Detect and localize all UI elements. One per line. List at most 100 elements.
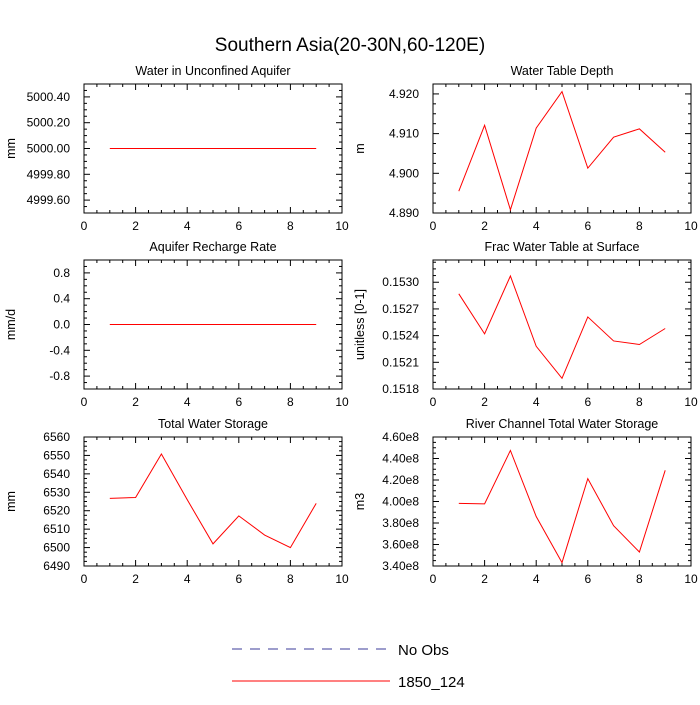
y-tick-label: 4.920 <box>389 87 419 101</box>
y-tick-label: 6560 <box>43 430 70 444</box>
x-tick-label: 4 <box>533 219 540 233</box>
y-tick-label: 6530 <box>43 485 70 499</box>
x-tick-label: 10 <box>335 219 349 233</box>
y-tick-label: 4.00e8 <box>382 495 419 509</box>
y-axis-label: m <box>353 143 367 153</box>
y-axis-label: unitless [0-1] <box>353 289 367 360</box>
x-tick-label: 0 <box>430 572 437 586</box>
y-tick-label: 4.900 <box>389 166 419 180</box>
series-line-1850-124 <box>458 90 666 212</box>
y-tick-label: 4999.60 <box>27 193 71 207</box>
y-axis-label: mm/d <box>4 309 18 340</box>
x-tick-label: 6 <box>235 219 242 233</box>
legend: No Obs 1850_124 <box>232 642 465 691</box>
panel-aquifer-recharge-rate: Aquifer Recharge Rate mm/d 0 2 4 6 8 10 -0.8 -0.4… <box>4 240 349 409</box>
x-tick-label: 2 <box>132 572 139 586</box>
y-tick-label: 3.60e8 <box>382 538 419 552</box>
y-tick-label: 0.1518 <box>382 382 419 396</box>
legend-label-no-obs: No Obs <box>398 642 449 659</box>
panel-title: Water Table Depth <box>511 64 614 78</box>
x-tick-label: 6 <box>235 572 242 586</box>
y-tick-label: 4.20e8 <box>382 473 419 487</box>
y-tick-label: 3.40e8 <box>382 559 419 573</box>
y-tick-label: 4.890 <box>389 206 419 220</box>
panel-title: Water in Unconfined Aquifer <box>135 64 290 78</box>
x-tick-label: 2 <box>481 395 488 409</box>
x-tick-label: 4 <box>184 395 191 409</box>
x-tick-label: 8 <box>287 572 294 586</box>
x-tick-label: 0 <box>81 395 88 409</box>
panel-frac-water-table-at-surface: Frac Water Table at Surface unitless [0-1… <box>353 240 698 409</box>
x-tick-label: 6 <box>584 219 591 233</box>
y-tick-label: 0.4 <box>53 292 70 306</box>
y-tick-label: 6500 <box>43 541 70 555</box>
x-tick-label: 10 <box>684 219 698 233</box>
x-tick-label: 0 <box>81 572 88 586</box>
x-tick-label: 10 <box>684 395 698 409</box>
y-tick-label: 0.1521 <box>382 355 419 369</box>
x-tick-label: 6 <box>584 395 591 409</box>
x-tick-label: 2 <box>132 395 139 409</box>
x-tick-label: 8 <box>287 395 294 409</box>
x-tick-label: 2 <box>481 572 488 586</box>
panel-title: River Channel Total Water Storage <box>466 417 659 431</box>
panel-water-table-depth: Water Table Depth m 0 2 4 6 8 10 4.890 4.900 4.910… <box>353 64 698 233</box>
x-tick-label: 8 <box>636 572 643 586</box>
y-tick-label: 0.1530 <box>382 275 419 289</box>
x-tick-label: 10 <box>335 572 349 586</box>
x-tick-label: 10 <box>684 572 698 586</box>
y-tick-label: -0.4 <box>49 343 70 357</box>
y-tick-label: 6510 <box>43 522 70 536</box>
figure-title: Southern Asia(20-30N,60-120E) <box>215 35 485 56</box>
x-tick-label: 4 <box>184 219 191 233</box>
y-tick-label: 4999.80 <box>27 167 71 181</box>
y-tick-label: 4.910 <box>389 127 419 141</box>
panel-river-channel-total-water-storage: River Channel Total Water Storage m3 0 2 4 6 8… <box>353 417 698 586</box>
x-tick-label: 0 <box>430 395 437 409</box>
panel-water-in-unconfined-aquifer: Water in Unconfined Aquifer mm 0 2 4 6 8 10 4999… <box>4 64 349 233</box>
y-tick-label: 3.80e8 <box>382 516 419 530</box>
x-tick-label: 4 <box>533 395 540 409</box>
panel-title: Aquifer Recharge Rate <box>149 240 276 254</box>
x-tick-label: 6 <box>584 572 591 586</box>
x-tick-label: 2 <box>481 219 488 233</box>
y-tick-label: 6540 <box>43 467 70 481</box>
panel-total-water-storage: Total Water Storage mm 0 2 4 6 8 10 6490 6500 6510… <box>4 417 349 586</box>
y-tick-label: 0.1527 <box>382 302 419 316</box>
y-tick-label: 5000.20 <box>27 116 71 130</box>
y-axis-label: m3 <box>353 493 367 510</box>
series-line-1850-124 <box>458 274 666 380</box>
y-tick-label: -0.8 <box>49 369 70 383</box>
y-tick-label: 6490 <box>43 559 70 573</box>
panel-title: Frac Water Table at Surface <box>485 240 640 254</box>
y-tick-label: 0.8 <box>53 266 70 280</box>
y-tick-label: 5000.40 <box>27 90 71 104</box>
x-tick-label: 4 <box>184 572 191 586</box>
legend-label-1850-124: 1850_124 <box>398 674 465 691</box>
y-tick-label: 6520 <box>43 504 70 518</box>
y-axis-label: mm <box>4 491 18 512</box>
x-tick-label: 6 <box>235 395 242 409</box>
plot-frame <box>432 436 692 567</box>
x-tick-label: 2 <box>132 219 139 233</box>
x-tick-label: 8 <box>287 219 294 233</box>
y-tick-label: 6550 <box>43 448 70 462</box>
y-tick-label: 5000.00 <box>27 142 71 156</box>
y-tick-label: 4.60e8 <box>382 430 419 444</box>
y-axis-label: mm <box>4 138 18 159</box>
plot-frame <box>432 259 692 390</box>
panel-title: Total Water Storage <box>158 417 268 431</box>
x-tick-label: 8 <box>636 219 643 233</box>
series-line-1850-124 <box>458 449 666 564</box>
x-tick-label: 0 <box>430 219 437 233</box>
y-tick-label: 0.1524 <box>382 329 419 343</box>
x-tick-label: 0 <box>81 219 88 233</box>
plot-frame <box>432 83 692 214</box>
x-tick-label: 10 <box>335 395 349 409</box>
y-tick-label: 4.40e8 <box>382 452 419 466</box>
plot-frame <box>83 436 343 567</box>
x-tick-label: 4 <box>533 572 540 586</box>
y-tick-label: 0.0 <box>53 318 70 332</box>
